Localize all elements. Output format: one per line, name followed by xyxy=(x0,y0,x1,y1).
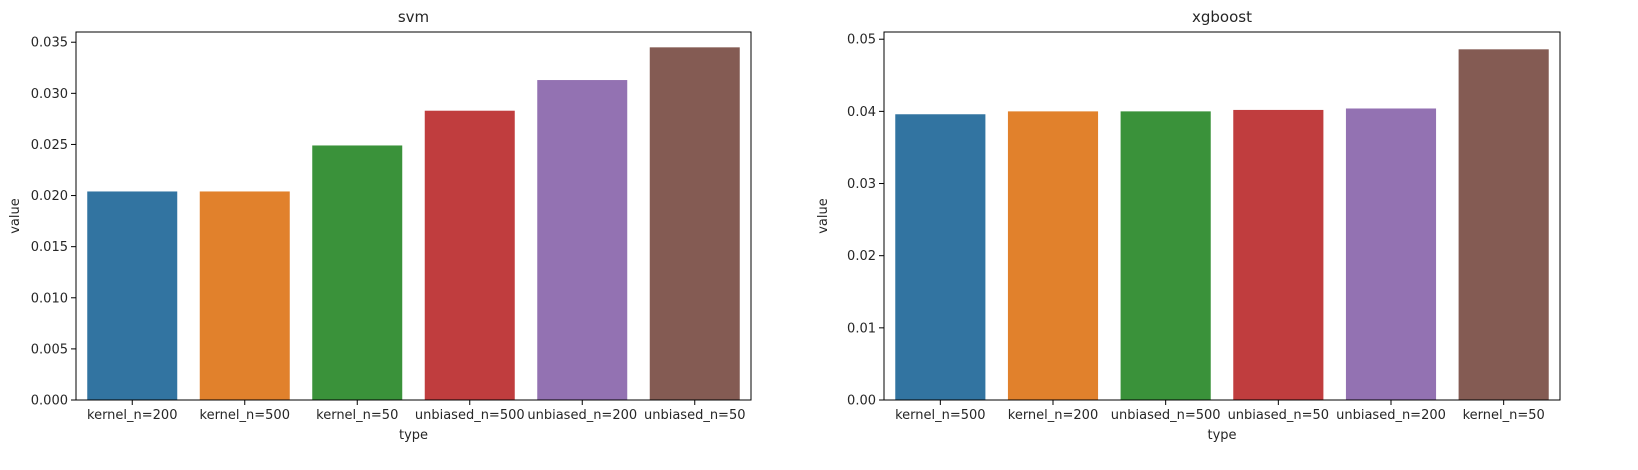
y-tick-label: 0.02 xyxy=(847,249,876,264)
bar-0-4 xyxy=(537,80,628,401)
x-tick-label: kernel_n=500 xyxy=(895,408,985,423)
y-tick-label: 0.04 xyxy=(847,105,876,120)
y-axis-label: value xyxy=(816,198,831,234)
chart-panel-1: 0.00 0.01 0.02 0.03 0.04 0.05 kernel_n=500 kern… xyxy=(816,8,1561,443)
y-axis-label: value xyxy=(8,198,23,234)
x-tick-label: kernel_n=50 xyxy=(316,408,398,423)
bar-1-2 xyxy=(1120,111,1211,400)
y-tick-label: 0.035 xyxy=(31,36,68,51)
x-tick-label: unbiased_n=500 xyxy=(1111,408,1221,423)
bar-0-0 xyxy=(87,191,178,400)
bar-0-2 xyxy=(312,145,403,400)
chart-title: svm xyxy=(398,8,429,26)
y-tick-label: 0.00 xyxy=(847,394,876,409)
y-tick-label: 0.005 xyxy=(31,342,68,357)
y-tick-label: 0.010 xyxy=(31,291,68,306)
x-tick-label: kernel_n=200 xyxy=(87,408,177,423)
chart-title: xgboost xyxy=(1192,8,1252,26)
x-tick-label: kernel_n=50 xyxy=(1463,408,1545,423)
y-tick-label: 0.05 xyxy=(847,33,876,48)
y-tick-label: 0.025 xyxy=(31,138,68,153)
y-tick-label: 0.030 xyxy=(31,87,68,102)
bar-0-5 xyxy=(649,47,740,400)
bar-1-4 xyxy=(1345,108,1437,401)
y-tick-label: 0.015 xyxy=(31,240,68,255)
x-tick-label: unbiased_n=200 xyxy=(1336,408,1446,423)
y-tick-label: 0.020 xyxy=(31,189,68,204)
bar-1-0 xyxy=(895,114,986,401)
x-tick-label: unbiased_n=500 xyxy=(415,408,525,423)
bar-0-3 xyxy=(424,110,515,400)
plot-frame xyxy=(75,31,752,401)
y-tick-label: 0.03 xyxy=(847,177,876,192)
y-tick-label: 0.000 xyxy=(31,394,68,409)
bar-1-3 xyxy=(1233,109,1324,400)
x-tick-label: unbiased_n=50 xyxy=(644,408,746,423)
x-axis-label: type xyxy=(399,428,428,443)
x-tick-label: unbiased_n=200 xyxy=(527,408,637,423)
x-axis-label: type xyxy=(1207,428,1236,443)
x-tick-label: unbiased_n=50 xyxy=(1228,408,1330,423)
y-tick-label: 0.01 xyxy=(847,321,876,336)
chart-panel-0: 0.000 0.005 0.010 0.015 0.020 0.025 0.030 0.035… xyxy=(8,8,752,443)
x-tick-label: kernel_n=500 xyxy=(200,408,290,423)
bar-1-5 xyxy=(1458,49,1549,400)
bar-0-1 xyxy=(199,191,290,400)
plot-frame xyxy=(883,31,1561,401)
x-tick-label: kernel_n=200 xyxy=(1008,408,1098,423)
bar-1-1 xyxy=(1007,111,1099,400)
